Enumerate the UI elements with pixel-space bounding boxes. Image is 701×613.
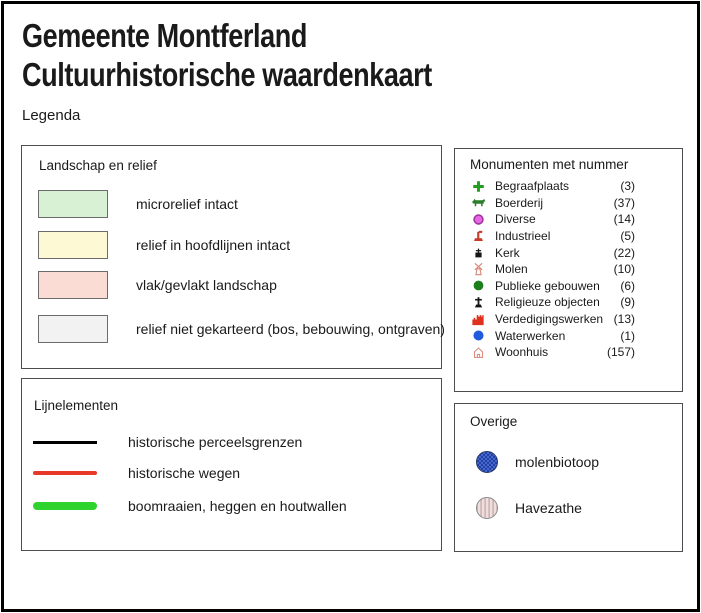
legend-item-count: (157) <box>606 345 635 360</box>
legend-item-count: (37) <box>613 195 635 210</box>
page-title-line2: Cultuurhistorische waardenkaart <box>22 56 432 93</box>
legend-item-perceelsgrenzen: historische perceelsgrenzen <box>33 434 303 450</box>
legend-item-publieke-gebouwen: Publieke gebouwen (6) <box>470 278 682 295</box>
legend-item-count: (10) <box>613 262 635 277</box>
legend-label: Legenda <box>22 107 81 124</box>
legend-item-houtwallen: boomraaien, heggen en houtwallen <box>33 498 347 514</box>
legend-item-industrieel: Industrieel (5) <box>470 228 682 245</box>
legend-item-count: (6) <box>620 278 635 293</box>
legend-item-count: (9) <box>620 295 635 310</box>
waterwerken-icon <box>470 328 486 343</box>
legend-item-begraafplaats: Begraafplaats (3) <box>470 178 682 195</box>
legend-item-label: molenbiotoop <box>515 454 600 470</box>
legend-item-microrelief: microrelief intact <box>38 190 238 218</box>
legend-item-label: relief niet gekarteerd (bos, bebouwing, … <box>136 321 445 337</box>
legend-item-molen: Molen (10) <box>470 261 682 278</box>
landschap-box-title: Landschap en relief <box>39 158 157 173</box>
legend-item-havezathe: Havezathe <box>475 496 582 520</box>
industrieel-icon <box>470 229 486 244</box>
legend-item-count: (13) <box>613 312 635 327</box>
kerk-icon <box>470 245 486 260</box>
religieuze-objecten-icon <box>470 295 486 310</box>
legend-item-diverse: Diverse (14) <box>470 211 682 228</box>
woonhuis-icon <box>470 345 486 360</box>
legend-item-niet-gekarteerd: relief niet gekarteerd (bos, bebouwing, … <box>38 315 445 343</box>
black-line-sample <box>33 440 97 444</box>
legend-item-label: Verdedigingswerken <box>495 312 604 327</box>
molenbiotoop-icon <box>475 450 499 474</box>
legend-item-label: Religieuze objecten <box>495 295 600 310</box>
monumenten-box: Monumenten met nummer Begraafplaats (3) … <box>454 148 683 392</box>
legend-item-label: relief in hoofdlijnen intact <box>136 237 291 253</box>
color-swatch-pink <box>38 271 108 299</box>
legend-item-molenbiotoop: molenbiotoop <box>475 450 599 474</box>
legend-item-gevlakt: vlak/gevlakt landschap <box>38 271 277 299</box>
legend-item-label: Woonhuis <box>495 345 549 360</box>
legend-item-label: boomraaien, heggen en houtwallen <box>128 498 347 514</box>
boerderij-icon <box>470 195 486 210</box>
legend-item-label: Molen <box>495 262 528 277</box>
legend-item-verdedigingswerken: Verdedigingswerken (13) <box>470 311 682 328</box>
lijnelementen-box: Lijnelementen historische perceelsgrenze… <box>21 378 442 551</box>
legend-item-count: (22) <box>613 245 635 260</box>
legend-item-label: Industrieel <box>495 229 551 244</box>
legend-item-wegen: historische wegen <box>33 465 241 481</box>
verdedigingswerken-icon <box>470 312 486 327</box>
legend-item-label: historische perceelsgrenzen <box>128 434 303 450</box>
legend-item-religieuze-objecten: Religieuze objecten (9) <box>470 294 682 311</box>
overige-box-title: Overige <box>470 414 518 429</box>
legend-item-label: microrelief intact <box>136 196 238 212</box>
legend-item-label: Publieke gebouwen <box>495 278 600 293</box>
monumenten-box-title: Monumenten met nummer <box>470 157 629 172</box>
legend-item-woonhuis: Woonhuis (157) <box>470 344 682 361</box>
overige-box: Overige molenbiotoop <box>454 403 683 552</box>
legend-item-hoofdlijnen: relief in hoofdlijnen intact <box>38 231 290 259</box>
color-swatch-green <box>38 190 108 218</box>
molen-icon <box>470 262 486 277</box>
legend-item-label: Havezathe <box>515 500 582 516</box>
legend-item-count: (3) <box>620 179 635 194</box>
legend-item-label: Kerk <box>495 245 520 260</box>
page-title-line1: Gemeente Montferland <box>22 17 308 54</box>
legend-item-count: (14) <box>613 212 635 227</box>
legend-item-boerderij: Boerderij (37) <box>470 195 682 212</box>
legend-item-label: historische wegen <box>128 465 241 481</box>
legend-item-count: (1) <box>620 328 635 343</box>
lijnelementen-box-title: Lijnelementen <box>34 398 119 413</box>
diverse-icon <box>470 212 486 227</box>
legend-item-label: Waterwerken <box>495 328 566 343</box>
red-line-sample <box>33 471 97 475</box>
legend-item-label: vlak/gevlakt landschap <box>136 277 277 293</box>
color-swatch-grey <box>38 315 108 343</box>
legend-item-label: Boerderij <box>495 195 544 210</box>
legend-item-label: Diverse <box>495 212 536 227</box>
page-title: Gemeente Montferland Cultuurhistorische … <box>22 16 432 94</box>
monumenten-rows: Begraafplaats (3) Boerderij (37) Diverse… <box>470 178 682 361</box>
landschap-box: Landschap en relief microrelief intact r… <box>21 145 445 369</box>
legend-item-count: (5) <box>620 229 635 244</box>
begraafplaats-icon <box>470 179 486 194</box>
legend-item-waterwerken: Waterwerken (1) <box>470 327 682 344</box>
legend-item-kerk: Kerk (22) <box>470 244 682 261</box>
havezathe-icon <box>475 496 499 520</box>
publieke-gebouwen-icon <box>470 278 486 293</box>
green-line-sample <box>33 502 97 510</box>
color-swatch-yellow <box>38 231 108 259</box>
legend-item-label: Begraafplaats <box>495 179 570 194</box>
